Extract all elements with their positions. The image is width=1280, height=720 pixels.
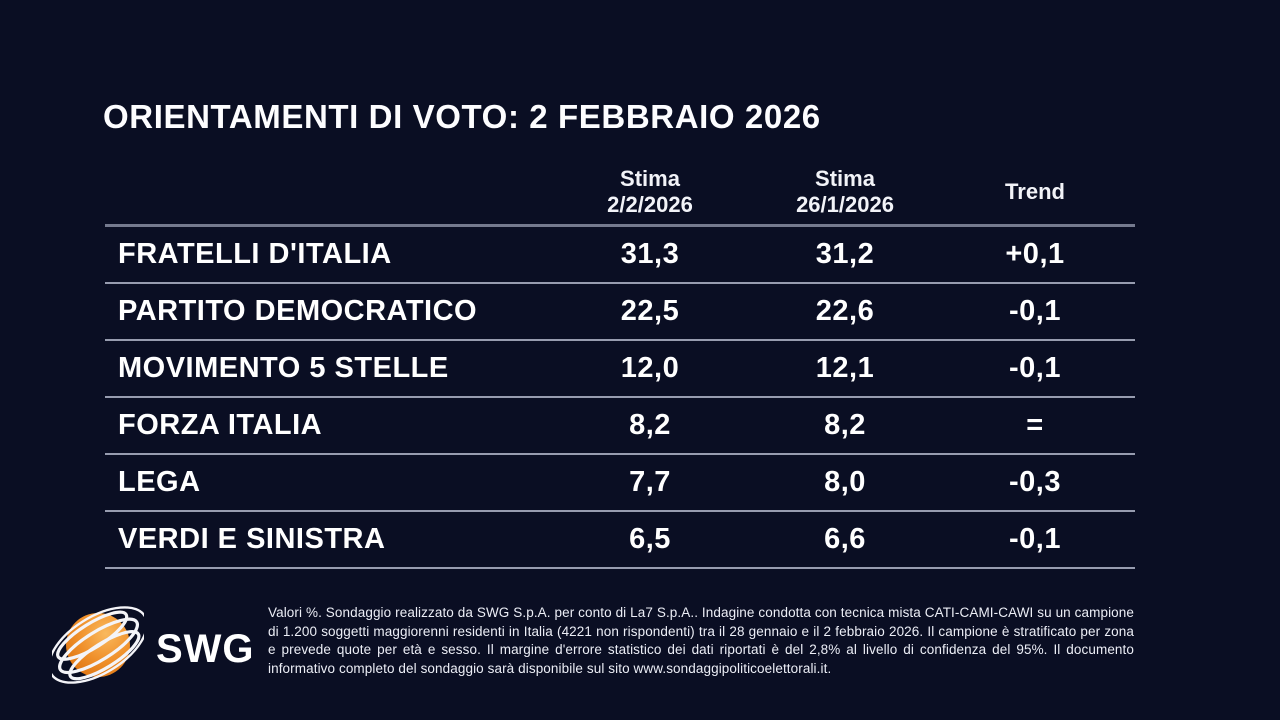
table-row: FRATELLI D'ITALIA 31,3 31,2 +0,1	[105, 227, 1135, 284]
poll-table: Stima 2/2/2026 Stima 26/1/2026 Trend FRA…	[105, 160, 1135, 569]
header-stima-current-line1: Stima	[620, 166, 680, 191]
trend-value: +0,1	[1005, 238, 1065, 270]
swg-globe-icon	[52, 606, 144, 684]
header-stima-previous: Stima 26/1/2026	[755, 166, 935, 218]
trend-value: -0,1	[1009, 352, 1061, 384]
methodology-disclaimer: Valori %. Sondaggio realizzato da SWG S.…	[268, 605, 1134, 676]
header-trend: Trend	[935, 179, 1135, 205]
swg-logo: SWG	[52, 598, 255, 694]
stima-current-value: 6,5	[629, 523, 671, 555]
table-row: LEGA 7,7 8,0 -0,3	[105, 455, 1135, 512]
stima-previous-value: 8,0	[824, 466, 866, 498]
table-row: MOVIMENTO 5 STELLE 12,0 12,1 -0,1	[105, 341, 1135, 398]
stima-previous-value: 6,6	[824, 523, 866, 555]
stima-previous-value: 8,2	[824, 409, 866, 441]
party-name: MOVIMENTO 5 STELLE	[118, 352, 449, 384]
stima-previous-value: 22,6	[815, 295, 875, 327]
stima-current-value: 31,3	[620, 238, 680, 270]
party-name: FRATELLI D'ITALIA	[118, 238, 392, 270]
stima-current-value: 12,0	[620, 352, 680, 384]
table-row: FORZA ITALIA 8,2 8,2 =	[105, 398, 1135, 455]
table-row: PARTITO DEMOCRATICO 22,5 22,6 -0,1	[105, 284, 1135, 341]
header-trend-label: Trend	[1005, 179, 1065, 204]
header-stima-current-line2: 2/2/2026	[607, 192, 693, 217]
party-name: FORZA ITALIA	[118, 409, 323, 441]
header-stima-previous-line1: Stima	[815, 166, 875, 191]
stima-current-value: 22,5	[620, 295, 680, 327]
trend-value: -0,3	[1009, 466, 1061, 498]
table-header: Stima 2/2/2026 Stima 26/1/2026 Trend	[105, 160, 1135, 227]
table-row: VERDI E SINISTRA 6,5 6,6 -0,1	[105, 512, 1135, 569]
stima-previous-value: 12,1	[815, 352, 875, 384]
trend-value: =	[1026, 409, 1044, 441]
party-name: VERDI E SINISTRA	[118, 523, 386, 555]
page-title: ORIENTAMENTI DI VOTO: 2 FEBBRAIO 2026	[103, 98, 821, 135]
header-stima-current: Stima 2/2/2026	[545, 166, 755, 218]
stima-previous-value: 31,2	[815, 238, 875, 270]
party-name: PARTITO DEMOCRATICO	[118, 295, 478, 327]
trend-value: -0,1	[1009, 523, 1061, 555]
header-stima-previous-line2: 26/1/2026	[796, 192, 894, 217]
stima-current-value: 8,2	[629, 409, 671, 441]
stima-current-value: 7,7	[629, 466, 671, 498]
trend-value: -0,1	[1009, 295, 1061, 327]
party-name: LEGA	[118, 466, 201, 498]
swg-logo-text: SWG	[156, 626, 255, 671]
